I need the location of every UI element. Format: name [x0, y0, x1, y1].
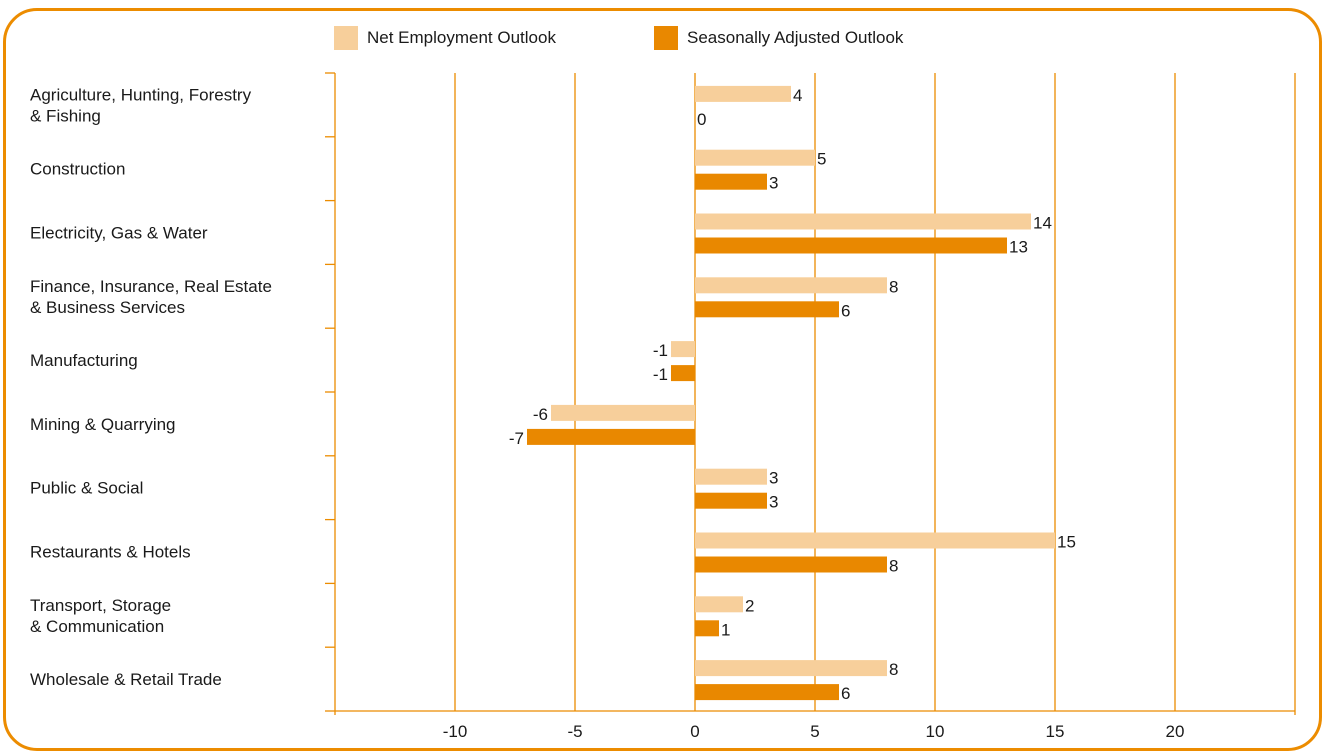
data-label: 14 [1033, 214, 1052, 233]
axes [325, 72, 1296, 715]
legend-item-seasonally-adjusted: Seasonally Adjusted Outlook [654, 26, 903, 50]
category-label: Mining & Quarrying [30, 415, 176, 434]
chart-frame [3, 8, 1322, 751]
data-label: 2 [745, 596, 754, 615]
bar [695, 237, 1007, 254]
bar [695, 596, 743, 613]
category-label: Transport, Storage & Communication [30, 596, 171, 636]
bar [695, 684, 839, 701]
x-tick-label: -5 [567, 722, 582, 741]
data-label: 15 [1057, 533, 1076, 552]
legend-swatch-net-employment [334, 26, 358, 50]
category-label: Agriculture, Hunting, Forestry & Fishing [30, 85, 252, 125]
data-label: -1 [653, 341, 668, 360]
x-tick-label: -10 [443, 722, 468, 741]
data-label: 3 [769, 174, 778, 193]
x-tick-label: 20 [1166, 722, 1185, 741]
data-label: 8 [889, 557, 898, 576]
data-label: -7 [509, 429, 524, 448]
data-label: 3 [769, 493, 778, 512]
chart-legend: Net Employment Outlook Seasonally Adjust… [0, 26, 1328, 54]
x-tick-label: 10 [926, 722, 945, 741]
category-label: Finance, Insurance, Real Estate & Busines… [30, 277, 272, 317]
bar [695, 468, 767, 485]
bar [695, 492, 767, 509]
bar [695, 660, 887, 677]
data-label: 6 [841, 301, 850, 320]
data-label: 13 [1009, 238, 1028, 257]
data-label: 5 [817, 150, 826, 169]
data-label: 0 [697, 110, 706, 129]
data-label: 6 [841, 684, 850, 703]
data-label: -1 [653, 365, 668, 384]
category-label: Public & Social [30, 479, 143, 498]
data-label: -6 [533, 405, 548, 424]
bar [695, 556, 887, 573]
data-label: 8 [889, 660, 898, 679]
x-tick-label: 5 [810, 722, 819, 741]
bar [695, 301, 839, 318]
category-label: Restaurants & Hotels [30, 543, 191, 562]
bar [695, 213, 1031, 230]
bar [695, 149, 815, 166]
category-label: Manufacturing [30, 351, 138, 370]
data-label: 3 [769, 469, 778, 488]
bar [695, 620, 719, 637]
category-label: Electricity, Gas & Water [30, 224, 208, 243]
bar [527, 428, 695, 445]
data-label: 8 [889, 277, 898, 296]
data-label: 4 [793, 86, 802, 105]
bar [695, 532, 1055, 549]
x-tick-label: 15 [1046, 722, 1065, 741]
bars [527, 85, 1055, 701]
bar [695, 277, 887, 294]
bar [695, 85, 791, 102]
bar [695, 173, 767, 190]
legend-label-seasonally-adjusted: Seasonally Adjusted Outlook [687, 28, 904, 47]
bar [551, 404, 695, 421]
bar [671, 341, 695, 358]
bar [671, 365, 695, 382]
category-label: Wholesale & Retail Trade [30, 670, 222, 689]
legend-item-net-employment: Net Employment Outlook [334, 26, 556, 50]
data-label: 1 [721, 620, 730, 639]
gridlines [454, 73, 1176, 711]
x-tick-label: 0 [690, 722, 699, 741]
category-label: Construction [30, 160, 125, 179]
legend-swatch-seasonally-adjusted [654, 26, 678, 50]
legend-label-net-employment: Net Employment Outlook [367, 28, 556, 47]
